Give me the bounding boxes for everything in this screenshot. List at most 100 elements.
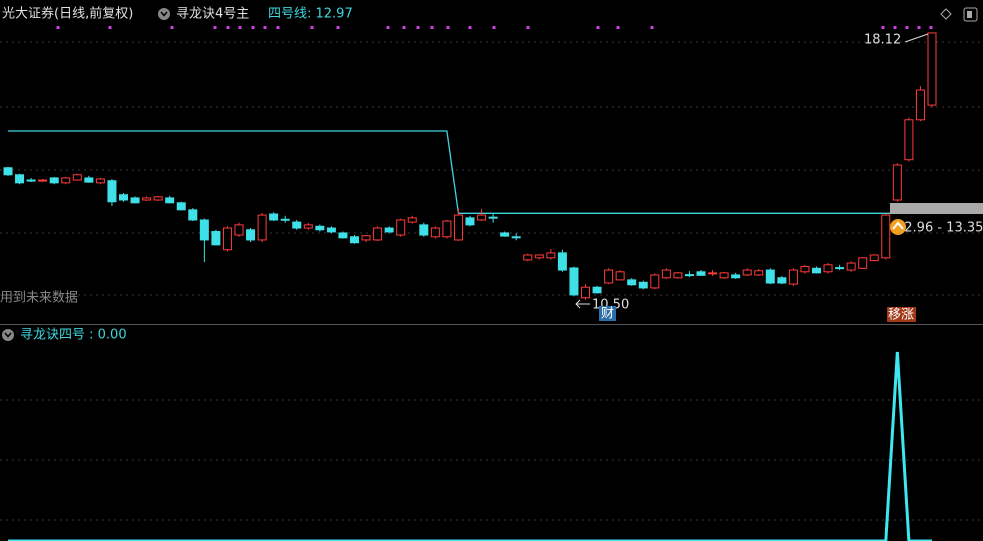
menu-icon[interactable] — [2, 329, 14, 341]
menu-icon-arrow — [160, 11, 168, 17]
candle-body — [708, 272, 718, 275]
candle-body — [384, 227, 394, 233]
candle-body — [581, 286, 590, 299]
signal-dot — [226, 26, 230, 29]
candle-body — [719, 272, 729, 279]
candle-body — [546, 252, 556, 259]
candle-body — [835, 267, 845, 270]
candle-body — [222, 227, 232, 251]
badge-label: 财 — [601, 307, 614, 322]
signal-dot — [596, 26, 600, 29]
candle-body — [465, 217, 475, 226]
candle-body — [153, 196, 163, 201]
candle-body — [396, 219, 406, 236]
menu-icon-arrow — [4, 332, 12, 338]
candle-body — [407, 217, 417, 223]
candle-body — [72, 174, 82, 181]
candle-body — [604, 269, 614, 284]
candle-body — [904, 119, 914, 161]
candle-body — [142, 197, 152, 201]
candle-body — [26, 179, 36, 182]
high-label: 18.12 — [864, 33, 901, 48]
candle-body — [269, 213, 279, 221]
signal-dot — [446, 26, 450, 29]
signal-dot — [263, 26, 267, 29]
signal-dot — [430, 26, 434, 29]
signal-dot — [492, 26, 496, 29]
signal-dot — [917, 26, 921, 29]
candle-body — [61, 177, 71, 184]
candle-body — [176, 202, 186, 211]
candle-body — [373, 227, 383, 241]
signal-dot — [468, 26, 472, 29]
candle-body — [500, 232, 510, 237]
line-label: 四号线: 12.97 — [268, 7, 353, 22]
signal-dot — [56, 26, 60, 29]
candle-body — [165, 197, 175, 204]
annotation-arrow — [904, 33, 929, 43]
signal-icon — [890, 219, 906, 235]
candle-body — [350, 236, 359, 244]
candle-body — [881, 214, 891, 259]
indicator-line — [8, 130, 932, 214]
candle-body — [419, 224, 429, 236]
signal-dot — [108, 26, 112, 29]
candle-body — [915, 89, 925, 121]
candle-body — [615, 271, 625, 281]
candle-body — [812, 267, 821, 274]
signal-dot — [276, 26, 280, 29]
signal-dot — [402, 26, 406, 29]
candle-body — [823, 264, 833, 273]
candle-body — [453, 214, 463, 241]
candle-body — [627, 279, 637, 286]
price-tag — [890, 203, 983, 214]
range-label: 12.96 - 13.35 — [896, 221, 983, 236]
candle-body — [534, 254, 544, 259]
candle-body — [292, 221, 302, 229]
window-icon-inner — [967, 11, 972, 18]
signal-dot — [310, 26, 314, 29]
candle-body — [754, 270, 764, 276]
candle-body — [3, 167, 13, 176]
candle-body — [788, 269, 798, 285]
signal-dot — [386, 26, 390, 29]
signal-dot — [616, 26, 620, 29]
candle-body — [523, 254, 533, 261]
candle-body — [511, 236, 521, 239]
candle-body — [338, 232, 348, 239]
signal-icon-mark — [892, 221, 904, 230]
candle-body — [488, 216, 498, 219]
indicator-line — [8, 351, 932, 541]
candle-body — [765, 269, 775, 284]
candle-body — [858, 257, 868, 269]
candle-body — [188, 209, 198, 221]
candle-body — [869, 254, 879, 262]
signal-dot — [238, 26, 242, 29]
candle-body — [199, 219, 209, 241]
indicator-name: 寻龙诀4号主 — [176, 7, 249, 22]
annotation-arrow — [575, 299, 590, 309]
signal-dot — [881, 26, 885, 29]
chart-title: 光大证券(日线,前复权) — [2, 6, 133, 22]
diamond-icon[interactable] — [940, 8, 952, 20]
signal-dot — [416, 26, 420, 29]
candle-body — [49, 177, 59, 184]
signal-dot — [213, 26, 217, 29]
candle-body — [800, 266, 810, 273]
candle-body — [119, 194, 128, 201]
window-icon[interactable] — [963, 7, 978, 22]
note: 用到未来数据 — [0, 291, 78, 306]
candle-body — [777, 277, 787, 284]
sub-title: 寻龙诀四号 : 0.00 — [20, 328, 127, 343]
menu-icon[interactable] — [158, 8, 170, 20]
candle-body — [257, 214, 267, 241]
badge-label: 移涨 — [888, 308, 914, 323]
candle-body — [38, 179, 48, 182]
candle-body — [696, 271, 706, 276]
candle-body — [246, 229, 256, 241]
candle-body — [442, 220, 452, 238]
candle-body — [569, 267, 579, 296]
candle-body — [592, 286, 602, 294]
